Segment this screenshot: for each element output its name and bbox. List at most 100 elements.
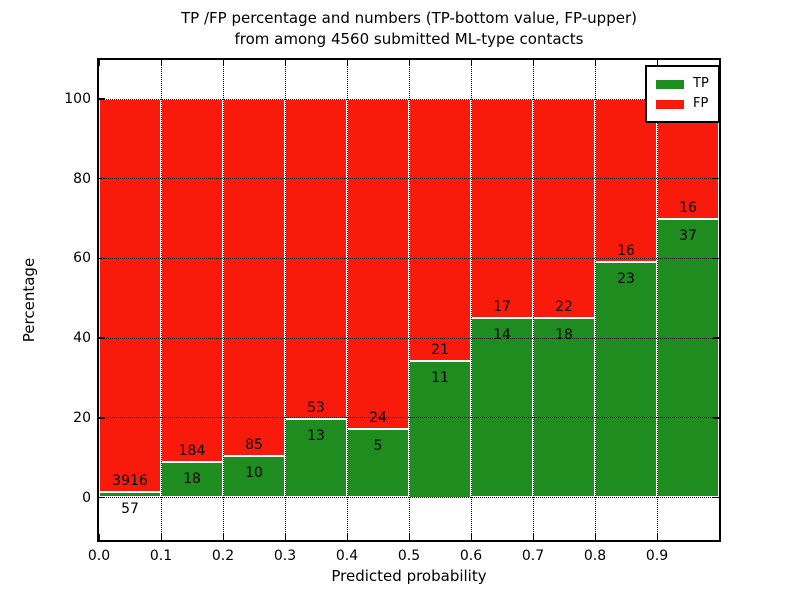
- fp-bar-segment: [471, 99, 533, 318]
- horizontal-gridline: [99, 257, 719, 259]
- x-tick-label: 0.3: [273, 548, 297, 564]
- x-tick-mark: [346, 60, 348, 66]
- x-tick-mark: [284, 60, 286, 66]
- x-tick-label: 0.8: [583, 548, 607, 564]
- y-tick-mark: [99, 177, 105, 180]
- tp-count-label: 23: [617, 271, 635, 288]
- tp-count-label: 5: [373, 437, 383, 454]
- vertical-gridline: [222, 60, 224, 540]
- tp-bar-segment: [595, 262, 657, 498]
- x-tick-mark: [284, 534, 286, 540]
- legend: TP FP: [645, 65, 720, 123]
- x-tick-label: 0.7: [521, 548, 545, 564]
- x-tick-mark: [408, 60, 410, 66]
- y-tick-mark: [713, 177, 719, 180]
- legend-item: TP: [656, 76, 709, 92]
- y-tick-mark: [713, 337, 719, 339]
- fp-count-label: 22: [555, 299, 573, 316]
- chart-title-line2: from among 4560 submitted ML-type contac…: [234, 30, 584, 48]
- fp-bar-segment: [533, 99, 595, 319]
- fp-legend-swatch: [656, 99, 684, 109]
- tp-bar-segment: [223, 455, 285, 498]
- y-tick-label: 80: [73, 170, 91, 187]
- vertical-gridline: [470, 60, 472, 540]
- legend-label: TP: [693, 76, 709, 91]
- tp-count-label: 18: [555, 327, 573, 344]
- y-tick-mark: [99, 496, 105, 499]
- fp-count-label: 24: [369, 409, 387, 426]
- x-tick-mark: [532, 534, 534, 540]
- y-tick-mark: [713, 417, 719, 419]
- x-tick-label: 0.5: [397, 548, 421, 564]
- tp-count-label: 18: [183, 470, 201, 487]
- fp-count-label: 17: [493, 298, 511, 315]
- y-tick-mark: [99, 98, 105, 100]
- x-tick-mark: [346, 534, 348, 540]
- tp-count-label: 37: [679, 228, 697, 245]
- fp-bar-segment: [99, 99, 161, 492]
- x-tick-mark: [98, 60, 100, 66]
- horizontal-gridline: [99, 98, 719, 100]
- horizontal-gridline: [99, 417, 719, 419]
- legend-item: FP: [656, 96, 709, 112]
- tp-bar-segment: [533, 318, 595, 498]
- chart-title-line1: TP /FP percentage and numbers (TP-bottom…: [181, 9, 637, 27]
- x-tick-mark: [594, 60, 596, 66]
- plot-inner: 3916 57 184 18 85 10 53 13 24 5 21 11 17 14 22 18 16 23 16…: [98, 60, 719, 540]
- fp-bar-segment: [223, 99, 285, 456]
- fp-count-label: 184: [178, 442, 206, 459]
- tp-count-label: 57: [121, 500, 139, 517]
- fp-count-label: 85: [245, 436, 263, 453]
- horizontal-gridline: [99, 178, 719, 180]
- fp-bar-segment: [595, 99, 657, 263]
- vertical-gridline: [594, 60, 596, 540]
- x-tick-label: 0.4: [335, 548, 359, 564]
- x-tick-mark: [656, 60, 658, 66]
- plot-area: 3916 57 184 18 85 10 53 13 24 5 21 11 17 14 22 18 16 23 16…: [97, 58, 721, 542]
- x-tick-label: 0.1: [149, 548, 173, 564]
- fp-bar-segment: [161, 99, 223, 462]
- x-tick-mark: [98, 534, 100, 540]
- x-tick-label: 0.0: [87, 548, 111, 564]
- fp-bar-segment: [409, 99, 471, 361]
- x-tick-label: 0.9: [645, 548, 669, 564]
- x-tick-mark: [160, 60, 162, 66]
- y-tick-label: 20: [73, 409, 91, 426]
- fp-bar-segment: [285, 99, 347, 419]
- y-tick-label: 40: [73, 330, 91, 347]
- x-tick-mark: [160, 534, 162, 540]
- tp-bar-segment: [657, 219, 719, 498]
- y-tick-mark: [99, 337, 105, 339]
- x-axis-label: Predicted probability: [331, 567, 487, 585]
- horizontal-gridline: [99, 337, 719, 339]
- fp-count-label: 16: [679, 200, 697, 217]
- fp-count-label: 21: [431, 341, 449, 358]
- x-tick-label: 0.6: [459, 548, 483, 564]
- fp-bar-segment: [347, 99, 409, 429]
- y-tick-mark: [713, 257, 719, 260]
- fp-count-label: 53: [307, 400, 325, 416]
- y-tick-label: 100: [64, 91, 91, 107]
- tp-count-label: 11: [431, 369, 449, 386]
- tp-bar-segment: [471, 317, 533, 498]
- tp-count-label: 14: [493, 326, 511, 343]
- y-tick-mark: [99, 257, 105, 260]
- x-tick-mark: [470, 60, 472, 66]
- tp-count-label: 10: [245, 464, 263, 481]
- tp-count-label: 13: [307, 428, 325, 444]
- fp-count-label: 3916: [112, 472, 148, 489]
- x-tick-mark: [532, 60, 534, 66]
- x-tick-mark: [222, 60, 224, 66]
- y-tick-label: 60: [73, 250, 91, 267]
- y-tick-mark: [99, 417, 105, 419]
- x-tick-mark: [470, 534, 472, 540]
- y-tick-mark: [713, 496, 719, 499]
- x-tick-mark: [408, 534, 410, 540]
- vertical-gridline: [408, 60, 410, 540]
- chart-title: TP /FP percentage and numbers (TP-bottom…: [97, 8, 721, 50]
- tp-legend-swatch: [656, 79, 684, 89]
- fp-count-label: 16: [617, 243, 635, 260]
- x-tick-mark: [594, 534, 596, 540]
- x-tick-mark: [656, 534, 658, 540]
